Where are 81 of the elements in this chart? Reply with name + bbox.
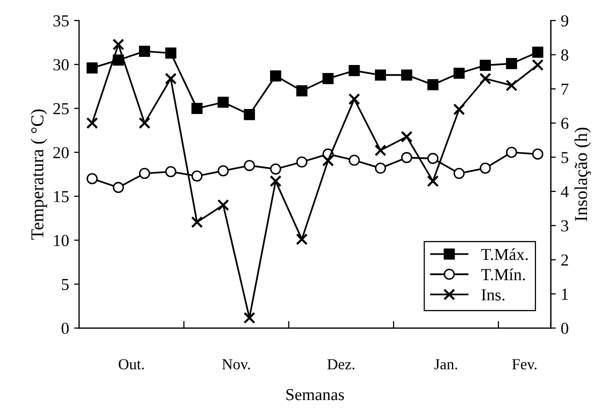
x-axis-title: Semanas (286, 389, 344, 400)
point (454, 168, 465, 179)
point (270, 163, 282, 175)
point (322, 154, 334, 167)
point (401, 69, 412, 81)
point (165, 166, 176, 178)
point (506, 58, 518, 70)
point (453, 103, 466, 116)
y2-tick-label: 4 (560, 186, 569, 198)
point (270, 70, 282, 82)
point (270, 175, 282, 188)
y-tick-label: 30 (53, 59, 69, 70)
point (112, 38, 124, 50)
point (244, 108, 255, 120)
point (296, 233, 308, 246)
point (506, 146, 518, 158)
point (426, 175, 439, 188)
y-tick-label: 15 (54, 191, 69, 202)
point (191, 216, 203, 228)
point (532, 46, 544, 58)
point (139, 168, 150, 179)
point (296, 156, 308, 168)
legend-label: T.Máx. (481, 248, 528, 260)
y-tick-label: 5 (62, 279, 69, 290)
point (138, 117, 150, 129)
text: Dez. (327, 359, 354, 370)
text: Out. (118, 359, 144, 370)
point (191, 170, 203, 182)
point (348, 154, 360, 166)
y2-tick-label: 3 (561, 220, 568, 232)
point (400, 130, 413, 143)
point (296, 85, 308, 96)
point (139, 46, 150, 57)
point (427, 152, 438, 164)
text: Fev. (512, 359, 536, 370)
y2-tick-label: 9 (561, 15, 568, 26)
point (532, 148, 544, 160)
y2-tick-label: 7 (562, 84, 568, 95)
point (86, 173, 98, 184)
point (532, 59, 544, 71)
point (86, 62, 98, 74)
point (348, 93, 360, 106)
point (348, 65, 360, 76)
point (454, 68, 465, 79)
point (427, 79, 438, 90)
point (218, 165, 229, 176)
point (322, 72, 334, 84)
point (164, 72, 177, 85)
legend-label: Ins. (482, 289, 504, 301)
y-tick-label: 0 (62, 322, 69, 334)
text: Jan. (434, 359, 458, 370)
point (479, 72, 492, 85)
point (86, 117, 98, 129)
text: Nov. (222, 359, 250, 370)
y2-axis-title: Insolação (h) (574, 128, 591, 222)
point (480, 162, 491, 174)
y2-tick-label: 8 (561, 49, 568, 61)
point (374, 69, 386, 81)
point (374, 162, 386, 174)
point (191, 102, 203, 114)
point (506, 80, 518, 92)
y2-tick-label: 0 (561, 322, 568, 334)
y-tick-label: 25 (53, 103, 69, 114)
y2-tick-label: 2 (561, 254, 568, 266)
y-tick-label: 35 (53, 15, 69, 26)
y2-tick-label: 6 (561, 118, 568, 129)
point (217, 199, 230, 211)
y-axis-title: Temperatura ( °C) (30, 109, 48, 240)
point (165, 47, 176, 59)
point (218, 96, 229, 108)
point (112, 182, 124, 194)
point (480, 60, 491, 71)
legend-label: T.Mín. (481, 268, 525, 280)
point (401, 152, 412, 164)
point (244, 160, 255, 172)
y2-tick-label: 5 (562, 152, 568, 164)
y2-tick-label: 1 (562, 288, 568, 300)
y-tick-label: 10 (54, 234, 69, 246)
point (374, 144, 386, 156)
y-tick-label: 20 (53, 147, 69, 158)
point (244, 312, 256, 324)
